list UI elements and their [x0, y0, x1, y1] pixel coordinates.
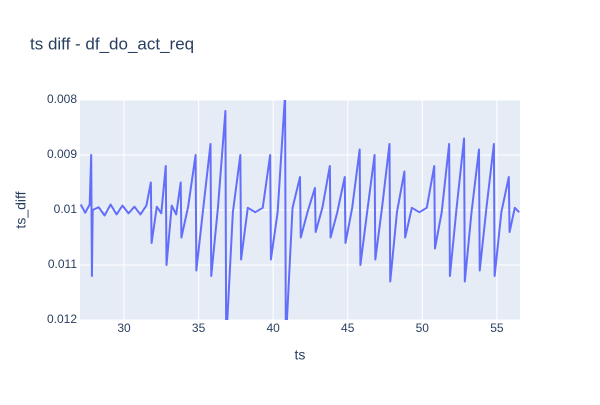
x-tick-label: 30: [117, 321, 131, 335]
x-tick-label: 45: [341, 321, 355, 335]
y-tick-label: 0.009: [47, 147, 77, 161]
y-tick-label: 0.012: [47, 312, 77, 326]
y-tick-label: 0.011: [48, 257, 77, 271]
x-tick-label: 35: [192, 321, 206, 335]
x-tick-label: 55: [490, 321, 504, 335]
chart-title: ts diff - df_do_act_req: [30, 34, 194, 53]
y-tick-label: 0.008: [47, 92, 77, 106]
x-tick-label: 50: [416, 321, 430, 335]
x-axis-title: ts: [295, 347, 306, 363]
y-tick-label: 0.01: [54, 202, 78, 216]
y-axis-title: ts_diff: [13, 191, 29, 228]
line-series: [80, 100, 520, 320]
x-tick-label: 40: [266, 321, 280, 335]
